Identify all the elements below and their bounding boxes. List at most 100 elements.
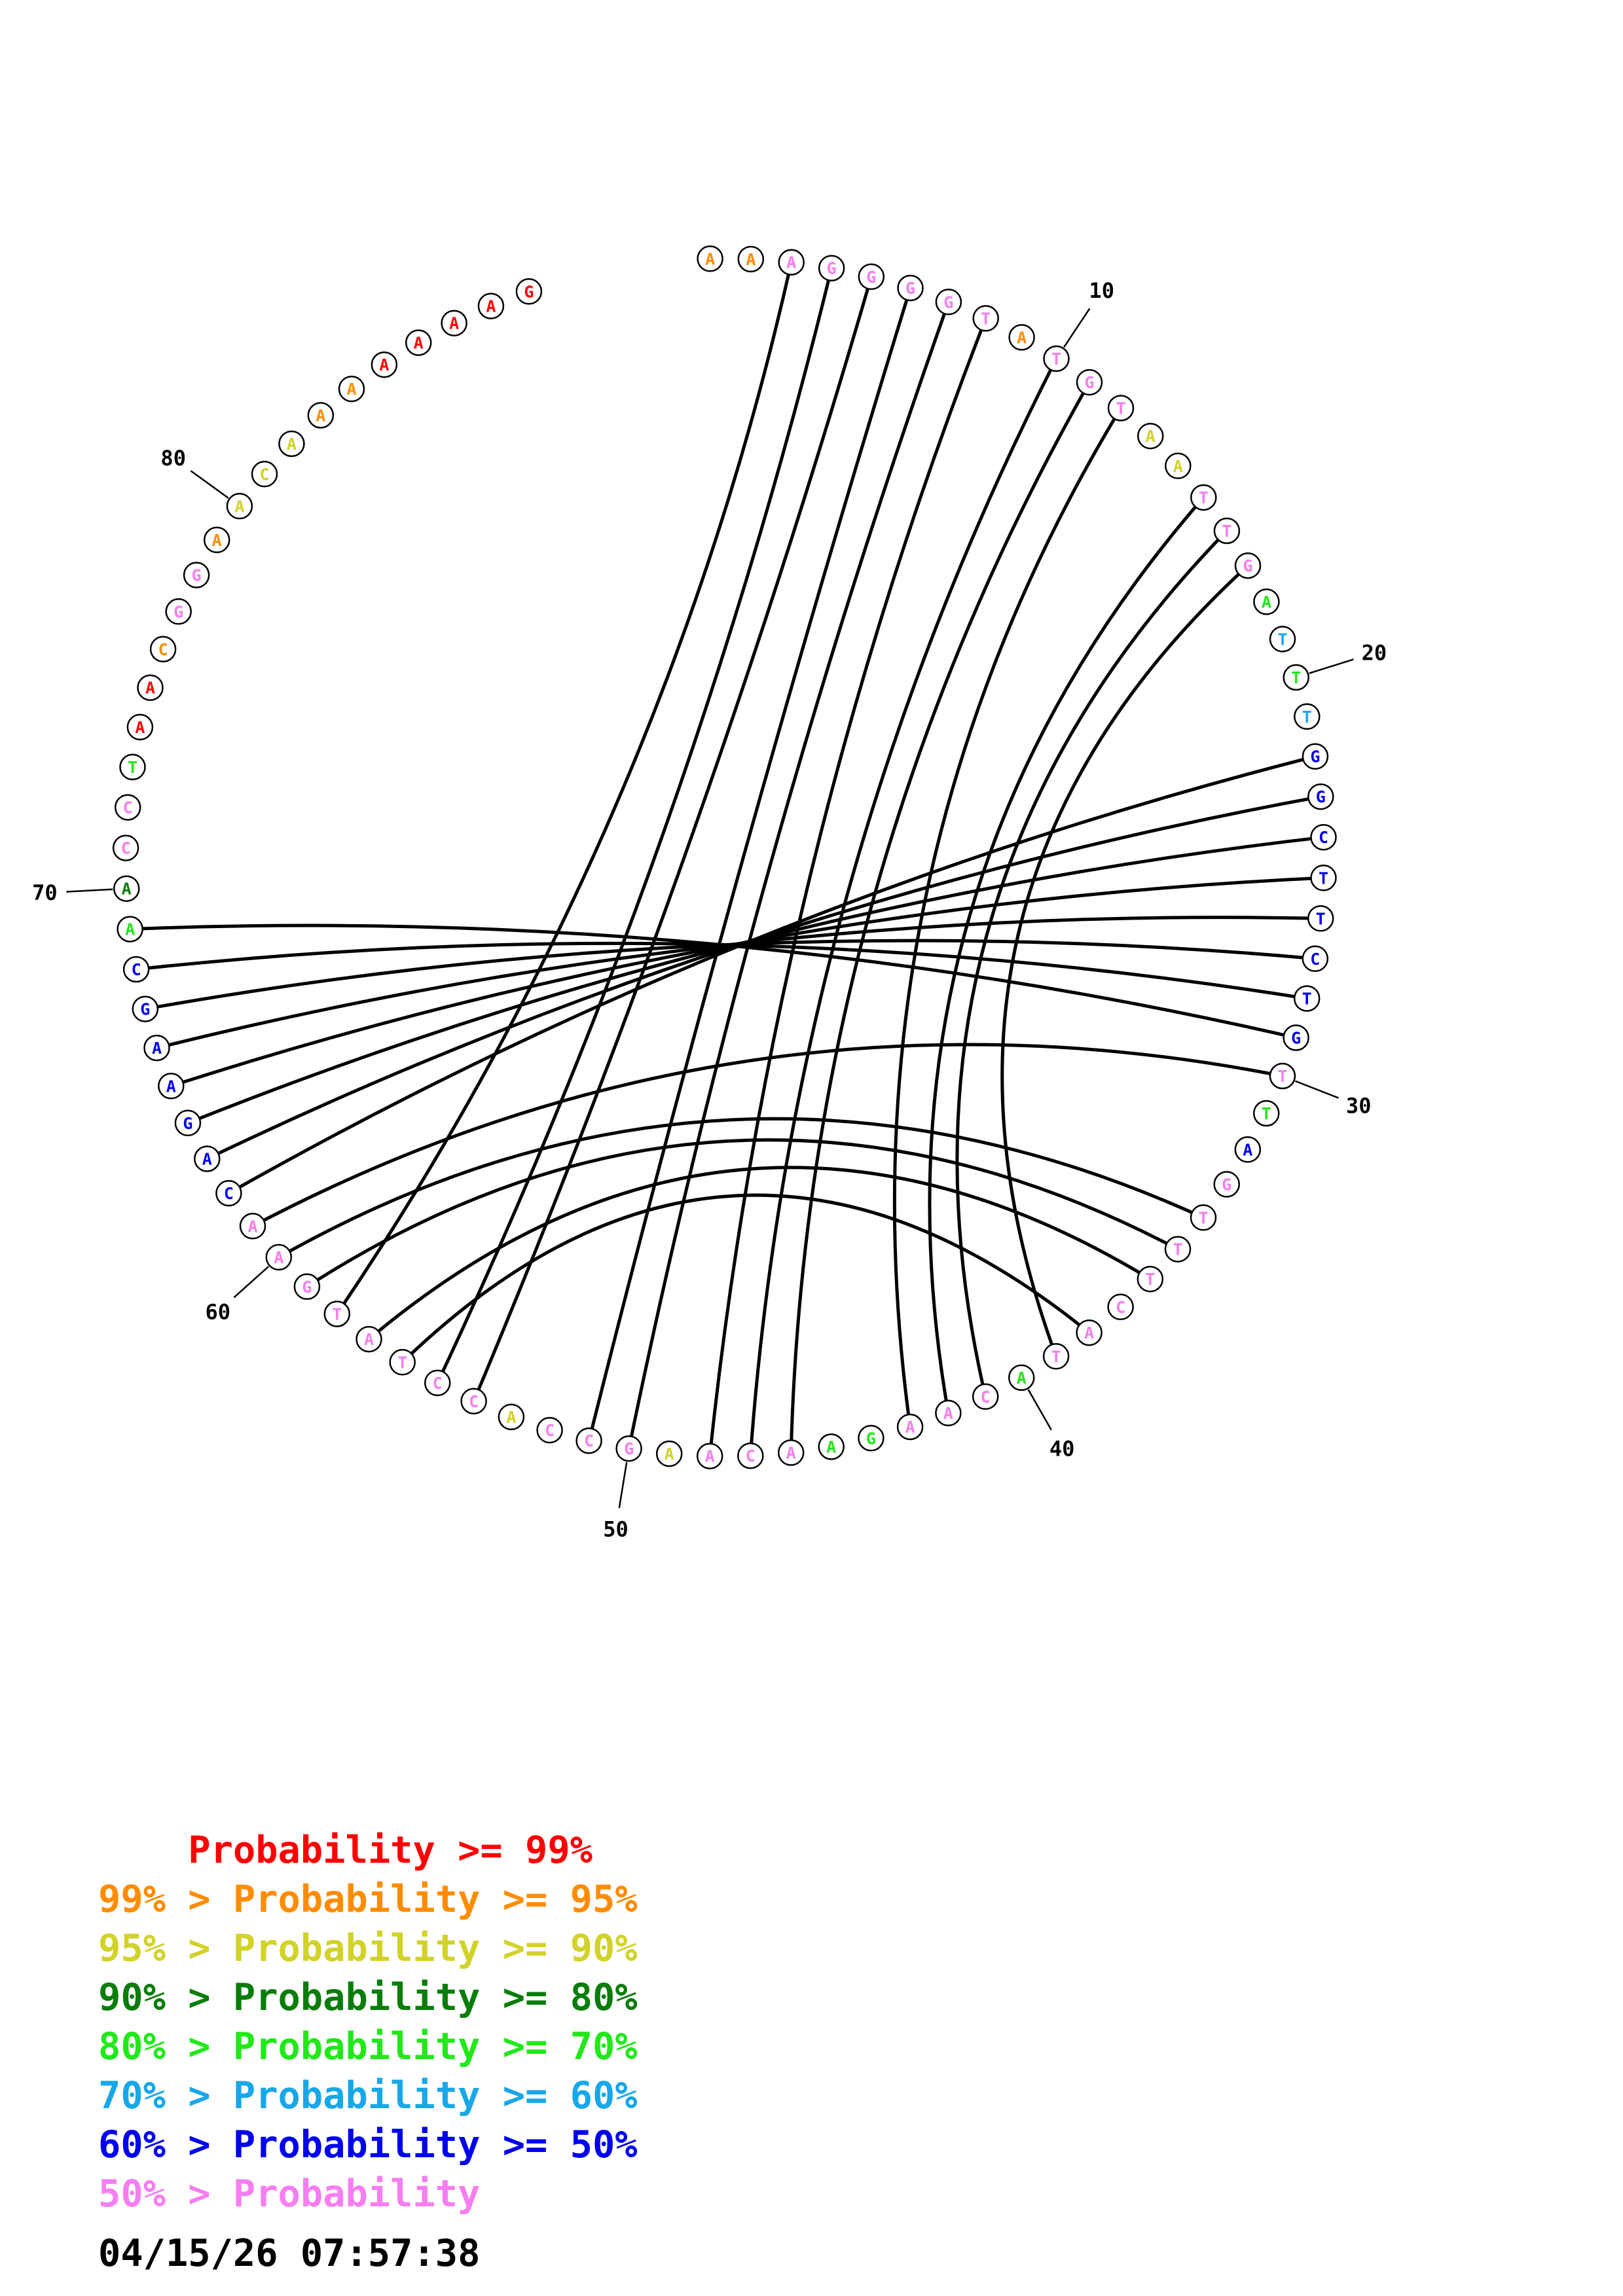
nucleotide-circle bbox=[158, 1073, 185, 1100]
nucleotide-circle bbox=[1283, 1024, 1309, 1051]
nucleotide-circle bbox=[1107, 395, 1135, 422]
nucleotide-61: A bbox=[239, 1213, 266, 1240]
nucleotide-letter: A bbox=[346, 380, 356, 399]
nucleotide-85: A bbox=[371, 351, 398, 378]
nucleotide-circle bbox=[615, 1435, 642, 1462]
nucleotide-letter: A bbox=[145, 679, 155, 698]
nucleotide-circle bbox=[1310, 823, 1337, 851]
nucleotide-circle bbox=[1190, 1204, 1217, 1231]
nucleotide-80: A bbox=[226, 493, 253, 520]
nucleotide-45: A bbox=[818, 1433, 845, 1460]
nucleotide-27: C bbox=[1302, 945, 1329, 973]
base-pair-arc-34-60 bbox=[278, 1117, 1205, 1259]
nucleotide-letter: T bbox=[1116, 399, 1125, 418]
nucleotide-48: A bbox=[696, 1443, 723, 1469]
nucleotide-letter: C bbox=[584, 1431, 594, 1450]
nucleotide-letter: A bbox=[202, 1150, 212, 1169]
nucleotide-circle bbox=[1076, 368, 1103, 396]
nucleotide-letter: A bbox=[247, 1217, 257, 1236]
nucleotide-12: T bbox=[1107, 395, 1135, 422]
tick-line-40 bbox=[1027, 1389, 1052, 1431]
nucleotide-55: C bbox=[424, 1369, 451, 1397]
nucleotide-7: G bbox=[935, 289, 962, 315]
nucleotide-72: C bbox=[114, 794, 141, 821]
nucleotide-69: A bbox=[117, 916, 143, 942]
nucleotide-16: T bbox=[1213, 517, 1241, 545]
nucleotide-circle bbox=[113, 875, 140, 902]
nucleotide-9: A bbox=[1008, 324, 1035, 351]
nucleotide-circle bbox=[536, 1416, 563, 1444]
nucleotide-89: G bbox=[515, 278, 543, 305]
nucleotide-letter: T bbox=[1222, 522, 1231, 541]
nucleotide-circle bbox=[1302, 945, 1329, 973]
nucleotide-20: T bbox=[1283, 664, 1309, 691]
legend-label: Probability bbox=[232, 2172, 481, 2215]
nucleotide-letter: T bbox=[1277, 630, 1287, 649]
nucleotide-letter: G bbox=[866, 1429, 876, 1448]
nucleotide-letter: T bbox=[1291, 668, 1301, 687]
nucleotide-56: T bbox=[389, 1349, 416, 1376]
nucleotide-circle bbox=[1253, 588, 1280, 615]
legend-label: Probability >= 70% bbox=[232, 2025, 638, 2068]
nucleotide-18: A bbox=[1253, 588, 1280, 615]
nucleotide-37: C bbox=[1107, 1293, 1134, 1321]
nucleotide-39: T bbox=[1042, 1343, 1070, 1370]
nucleotide-letter: C bbox=[158, 640, 168, 659]
legend-row-4: 80% > Probability >= 70% bbox=[98, 2022, 638, 2072]
base-pair-arc-24-64 bbox=[187, 835, 1324, 1125]
nucleotide-54: C bbox=[460, 1388, 487, 1415]
nucleotide-letter: G bbox=[1316, 787, 1326, 806]
nucleotide-84: A bbox=[338, 375, 365, 403]
legend-row-0: Probability >= 99% bbox=[98, 1826, 638, 1875]
nucleotide-70: A bbox=[113, 875, 140, 902]
nucleotide-letter: A bbox=[449, 314, 459, 333]
nucleotide-40: A bbox=[1008, 1364, 1035, 1391]
nucleotide-circle bbox=[1269, 1062, 1296, 1090]
nucleotide-8: T bbox=[972, 305, 999, 332]
nucleotide-circle bbox=[972, 1383, 999, 1410]
timestamp: 04/15/26 07:57:38 bbox=[98, 2232, 481, 2275]
nucleotide-letter: G bbox=[943, 293, 953, 312]
nucleotide-34: T bbox=[1190, 1204, 1217, 1231]
nucleotide-2: A bbox=[737, 245, 765, 273]
nucleotide-22: G bbox=[1302, 743, 1329, 770]
nucleotide-circle bbox=[575, 1427, 602, 1454]
base-pair-arc-16-41 bbox=[955, 529, 1228, 1397]
legend-prefix: 70% > bbox=[98, 2074, 233, 2117]
nucleotide-letter: G bbox=[1291, 1029, 1301, 1048]
nucleotide-86: A bbox=[405, 329, 432, 356]
nucleotide-14: A bbox=[1165, 452, 1192, 480]
nucleotide-letter: G bbox=[1310, 747, 1320, 766]
nucleotide-77: G bbox=[165, 598, 192, 625]
nucleotide-circle bbox=[935, 1399, 962, 1427]
nucleotide-60: A bbox=[265, 1244, 293, 1271]
nucleotide-57: A bbox=[356, 1325, 382, 1353]
nucleotide-letter: C bbox=[123, 798, 133, 817]
nucleotide-circle bbox=[1302, 743, 1329, 770]
base-pair-arc-4-55 bbox=[435, 268, 833, 1384]
tick-line-70 bbox=[66, 888, 113, 893]
nucleotide-circle bbox=[1234, 552, 1262, 579]
nucleotide-6: G bbox=[897, 274, 924, 302]
nucleotide-circle bbox=[1137, 422, 1164, 450]
legend-label: Probability >= 80% bbox=[232, 1976, 638, 2019]
nucleotide-circle bbox=[1269, 626, 1296, 653]
nucleotide-35: T bbox=[1164, 1236, 1192, 1263]
nucleotide-circle bbox=[1076, 1319, 1103, 1346]
base-pair-arcs bbox=[130, 262, 1324, 1456]
nucleotide-letter: A bbox=[506, 1408, 516, 1427]
nucleotide-circle bbox=[1307, 783, 1334, 810]
nucleotide-letter: A bbox=[665, 1444, 674, 1463]
legend-prefix: 60% > bbox=[98, 2123, 233, 2166]
nucleotide-letter: A bbox=[1146, 427, 1156, 446]
nucleotide-59: G bbox=[293, 1273, 321, 1300]
nucleotide-letter: T bbox=[1302, 990, 1312, 1009]
legend-prefix bbox=[98, 1829, 188, 1872]
nucleotide-49: A bbox=[655, 1440, 683, 1467]
base-pair-arc-3-58 bbox=[335, 262, 793, 1315]
nucleotide-44: G bbox=[858, 1425, 884, 1452]
nucleotide-83: A bbox=[307, 402, 335, 429]
nucleotide-circle bbox=[215, 1179, 242, 1207]
nucleotide-letter: A bbox=[1262, 592, 1271, 611]
nucleotide-letter: T bbox=[1173, 1240, 1182, 1259]
